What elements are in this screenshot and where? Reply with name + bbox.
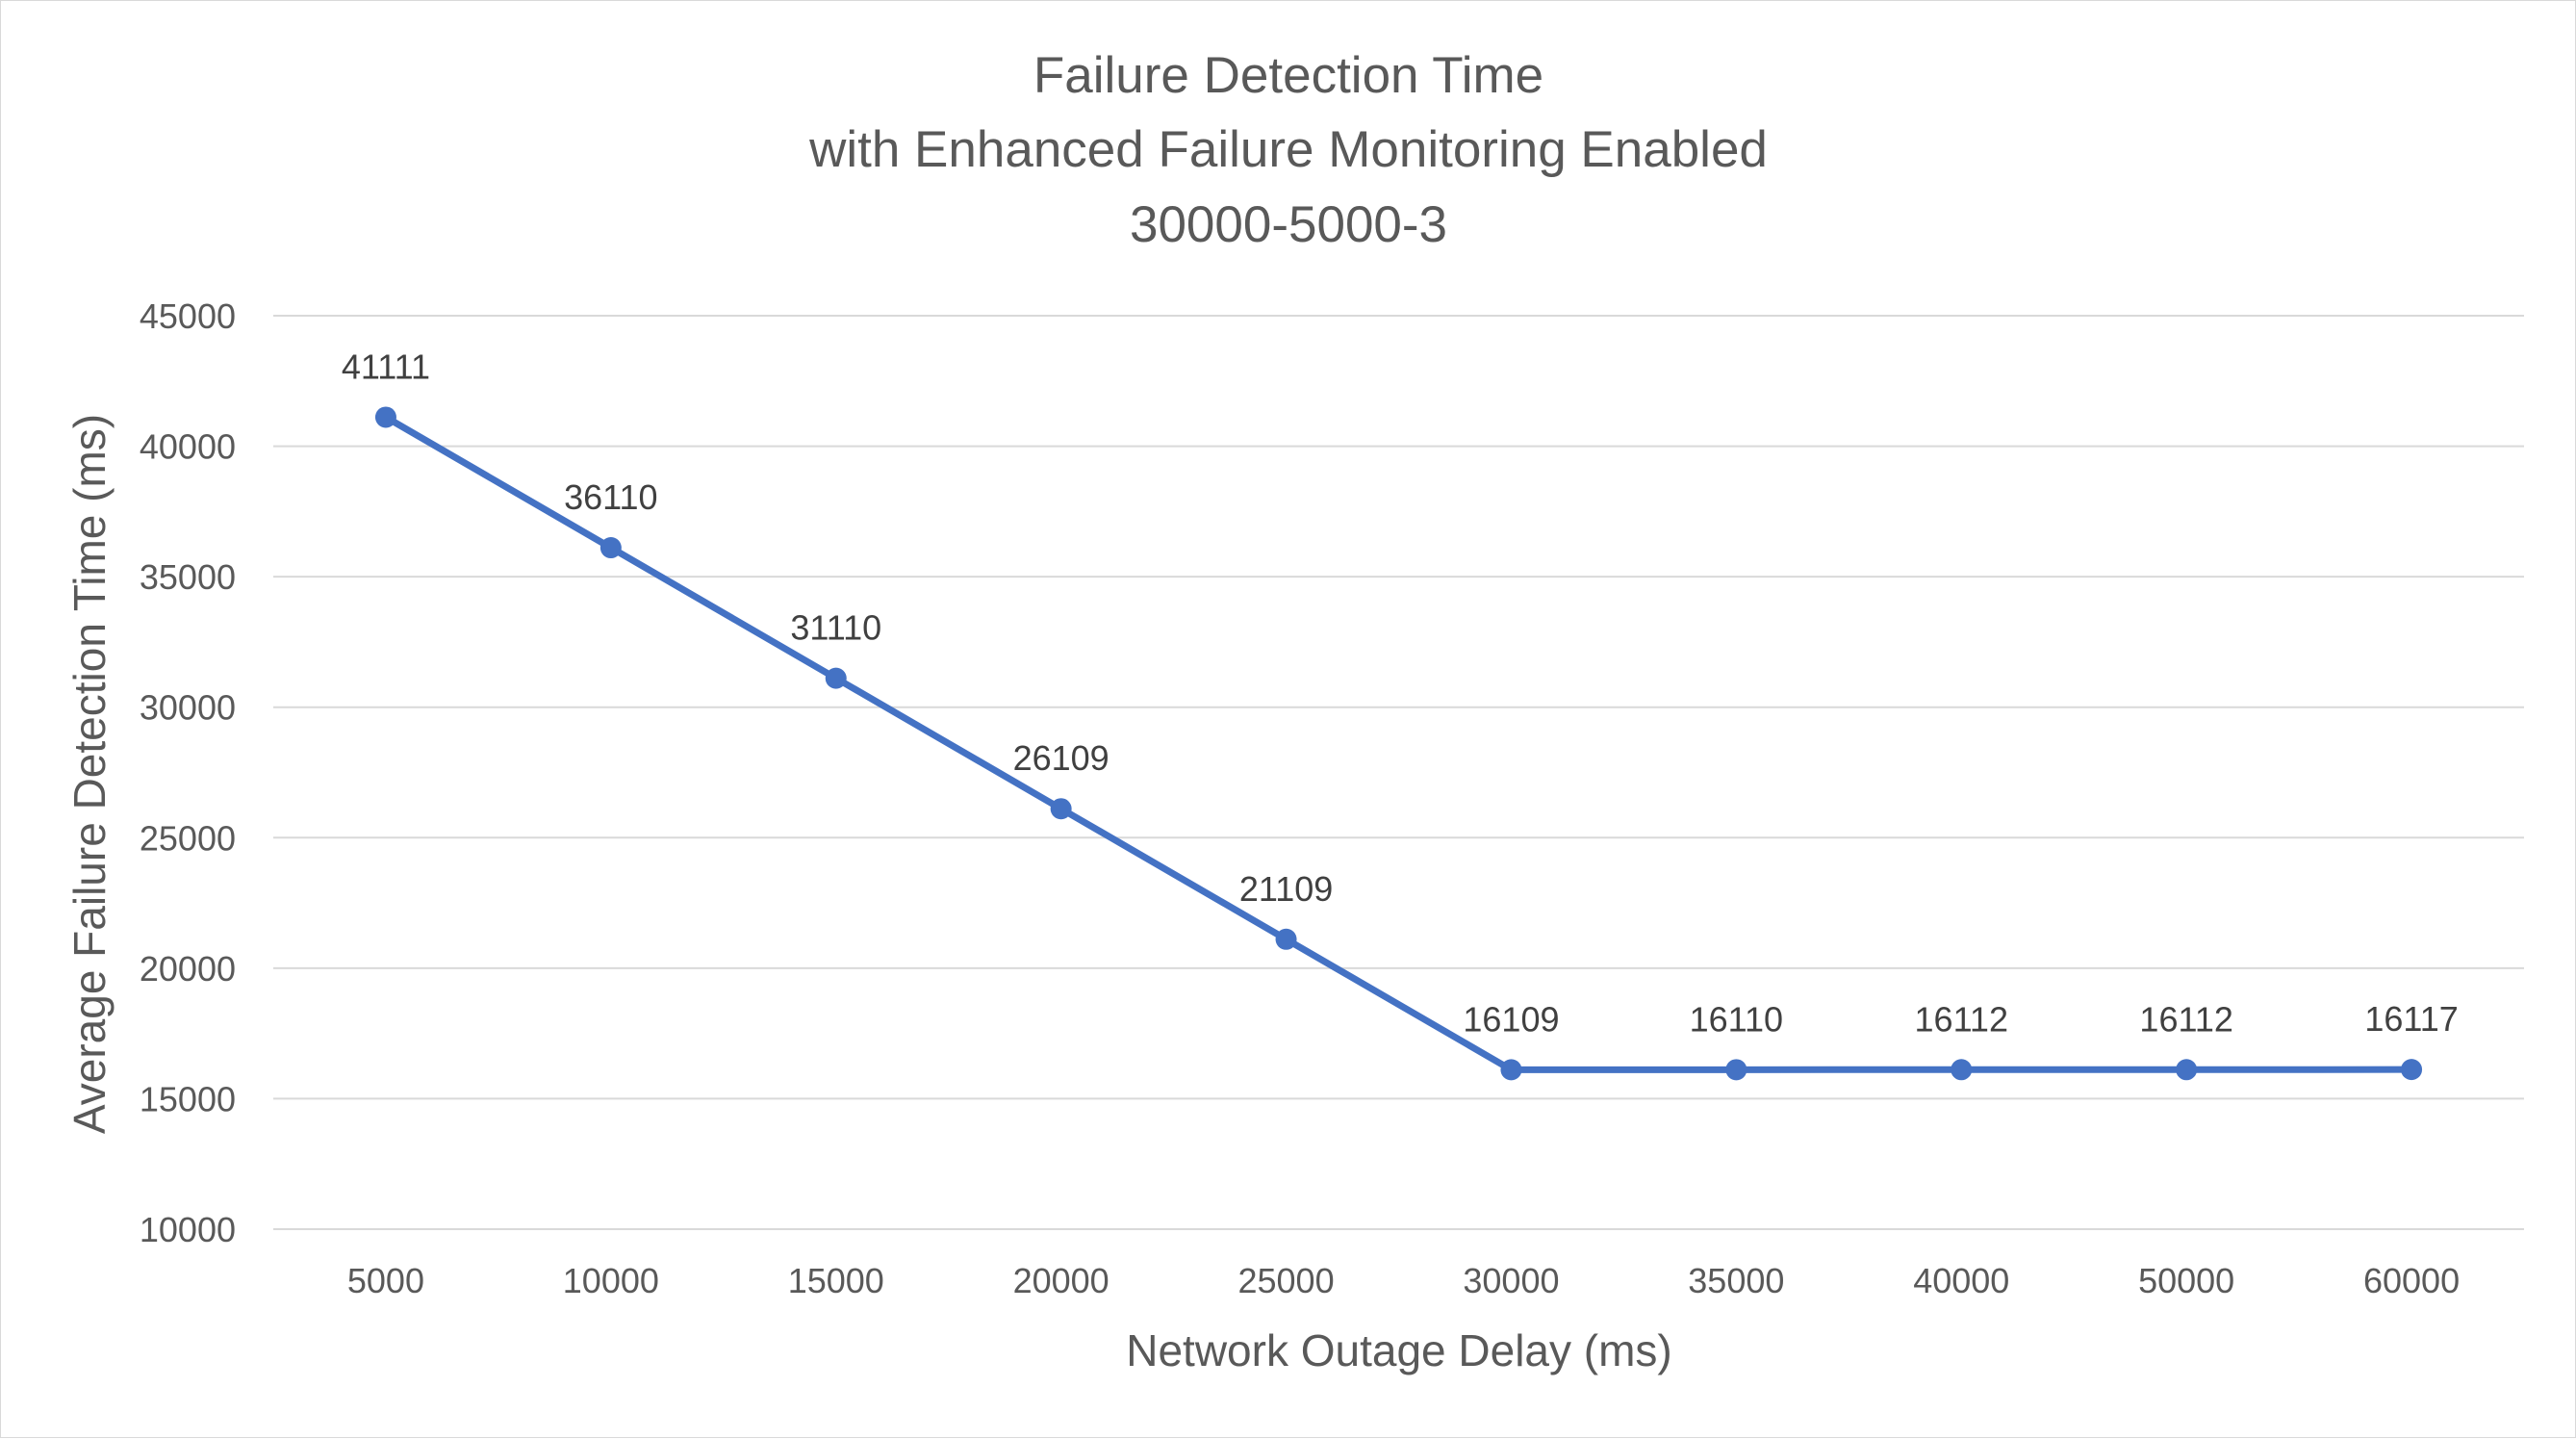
y-tick-label: 30000 [140,688,236,728]
data-label: 26109 [1013,738,1109,778]
y-axis-title: Average Failure Detection Time (ms) [64,414,115,1134]
x-tick-label: 35000 [1688,1261,1784,1300]
data-point [2401,1059,2423,1081]
chart-title-line-2: with Enhanced Failure Monitoring Enabled [808,121,1768,178]
data-label: 31110 [790,608,881,648]
x-tick-label: 20000 [1013,1261,1109,1300]
x-axis-ticks: 5000 10000 15000 20000 25000 30000 35000 40000 5… [347,1261,2460,1300]
data-point [1725,1059,1747,1081]
data-label: 21109 [1239,869,1333,909]
y-tick-label: 40000 [140,427,236,467]
data-point [1275,928,1297,950]
series-line [382,413,2415,1073]
x-tick-label: 40000 [1913,1261,2009,1300]
x-tick-label: 60000 [2363,1261,2460,1300]
data-label: 41111 [342,347,430,386]
y-tick-label: 25000 [140,818,236,858]
x-tick-label: 15000 [788,1261,884,1300]
data-point [825,667,847,689]
chart-title-line-3: 30000-5000-3 [1130,196,1447,253]
data-point [1951,1059,1973,1081]
x-tick-label: 25000 [1237,1261,1334,1300]
data-labels: 41111 36110 31110 26109 21109 16109 16110 16112… [342,347,2459,1039]
y-tick-label: 15000 [140,1079,236,1118]
x-tick-label: 50000 [2138,1261,2234,1300]
data-point [1050,798,1072,820]
data-label: 16112 [2139,999,2232,1039]
data-point [1500,1059,1522,1081]
x-tick-label: 30000 [1463,1261,1559,1300]
chart-title-line-1: Failure Detection Time [1033,47,1543,104]
gridlines [273,315,2524,1230]
y-tick-label: 35000 [140,557,236,597]
data-label: 36110 [564,477,657,517]
x-tick-label: 10000 [563,1261,659,1300]
data-point [599,537,622,559]
data-label: 16117 [2364,999,2458,1039]
y-axis-ticks: 10000 15000 20000 25000 30000 35000 40000 45000 [140,296,236,1249]
data-point [374,406,396,428]
data-label: 16110 [1690,999,1783,1039]
data-label: 16112 [1915,999,2008,1039]
y-tick-label: 20000 [140,949,236,989]
y-tick-label: 45000 [140,296,236,336]
series-1 [374,406,2423,1081]
x-tick-label: 5000 [347,1261,424,1300]
x-axis-title: Network Outage Delay (ms) [1126,1325,1672,1375]
data-label: 16109 [1463,999,1559,1039]
data-point [2176,1059,2198,1081]
y-tick-label: 10000 [140,1210,236,1249]
